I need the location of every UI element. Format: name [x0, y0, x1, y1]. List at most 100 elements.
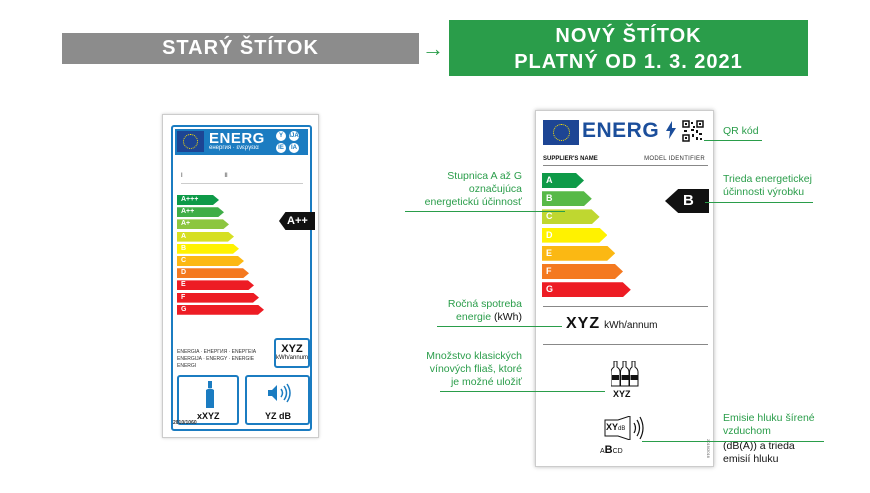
- annotation-bottles-line2: vínových fliaš, ktoré: [429, 363, 522, 375]
- annotation-noise-line3: (dB(A)) a trieda: [723, 440, 795, 452]
- supplier-name: SUPPLIER'S NAME: [543, 156, 598, 162]
- new-energ-text: ENERG: [582, 119, 660, 142]
- annotation-bottles-line3: je možné uložiť: [450, 376, 522, 388]
- annotation-qr: QR kód: [723, 125, 759, 137]
- old-noise-box: YZ dB: [245, 375, 310, 425]
- annotation-scale: Stupnica A až G označujúca energetickú ú…: [412, 170, 522, 209]
- old-multilang-text: ENERGIA · ЕНЕРГИЯ · ENEPΓEIA ENERGIJA · …: [177, 349, 256, 369]
- old-class-bar: D: [177, 268, 249, 278]
- divider: [543, 165, 708, 166]
- old-bottles-text: xXYZ: [197, 411, 220, 421]
- annotation-noise: Emisie hluku šírené vzduchom (dB(A)) a t…: [723, 412, 815, 466]
- old-bottles-box: xXYZ: [177, 375, 239, 425]
- annotation-consumption: Ročná spotreba energie (kWh): [412, 298, 522, 324]
- divider: [543, 306, 708, 307]
- new-label-header-line1: NOVÝ ŠTÍTOK: [555, 25, 702, 47]
- old-energ-subtitle: енергия · ενεργεια: [209, 145, 259, 151]
- roman-one: I: [181, 173, 183, 179]
- speaker-icon: [604, 416, 644, 440]
- new-energ-logo: ENERG: [582, 119, 676, 143]
- old-roman-numerals: I II: [181, 173, 228, 179]
- new-noise-unit: dB: [618, 426, 626, 432]
- annotation-noise-line2: vzduchom: [723, 425, 771, 437]
- new-noise-value: XY: [606, 422, 619, 432]
- arrow-right-icon: →: [422, 36, 444, 61]
- new-label-header-line2: PLATNÝ OD 1. 3. 2021: [514, 51, 743, 73]
- new-rating-arrow: B: [665, 189, 709, 213]
- new-kwh-value: XYZ: [566, 315, 601, 332]
- wine-bottle-icon: [206, 381, 214, 408]
- new-noise-class: ABCD: [600, 444, 623, 456]
- new-noise-text: XYdB: [606, 422, 625, 432]
- old-lang-badge: IE: [276, 143, 286, 153]
- annotation-class-line1: Trieda energetickej: [723, 173, 812, 185]
- old-class-bar: A+: [177, 219, 229, 229]
- old-class-bar: A+++: [177, 195, 219, 205]
- model-identifier: MODEL IDENTIFIER: [644, 156, 705, 162]
- annotation-scale-line1: Stupnica A až G: [447, 170, 522, 182]
- connector-line: [437, 326, 562, 327]
- divider: [543, 344, 708, 345]
- old-lang-badge: IJA: [289, 131, 299, 141]
- new-class-bar: F: [542, 264, 623, 279]
- connector-line: [642, 441, 824, 442]
- annotation-consumption-line2: energie: [456, 311, 492, 323]
- old-class-bar: C: [177, 256, 244, 266]
- old-energ-logo: ENERG: [209, 130, 265, 147]
- new-kwh-unit: kWh/annum: [604, 320, 658, 331]
- old-rating-arrow: A++: [279, 212, 315, 230]
- old-regulation: 2010/1060: [173, 420, 197, 426]
- old-class-bar: A++: [177, 207, 224, 217]
- old-label-frame: ENERG енергия · ενεργεια Y IJA IE IA I I…: [171, 125, 315, 431]
- new-label-header: NOVÝ ŠTÍTOK PLATNÝ OD 1. 3. 2021: [449, 20, 808, 76]
- annotation-bottles-line1: Množstvo klasických: [426, 350, 522, 362]
- connector-line: [705, 202, 813, 203]
- annotation-scale-line2: označujúca: [468, 183, 522, 195]
- new-class-bar: B: [542, 191, 592, 206]
- annotation-class: Trieda energetickej účinnosti výrobku: [723, 173, 812, 199]
- old-class-bar: B: [177, 244, 239, 254]
- eu-flag-icon: [543, 120, 579, 145]
- old-class-bar: G: [177, 305, 264, 315]
- connector-line: [440, 391, 605, 392]
- old-kwh-value: XYZ: [281, 343, 303, 355]
- old-class-bar: E: [177, 280, 254, 290]
- new-bottles-value: XYZ: [613, 389, 631, 399]
- noise-class-left: A: [600, 448, 605, 455]
- old-class-bar: F: [177, 293, 259, 303]
- new-class-bar: E: [542, 246, 615, 261]
- old-consumption-box: XYZ kWh/annum: [274, 338, 310, 368]
- annotation-scale-line3: energetickú účinnosť: [424, 196, 522, 208]
- new-noise-icon: XYdB: [604, 416, 646, 440]
- old-lang-badge: IA: [289, 143, 299, 153]
- annotation-consumption-unit: (kWh): [494, 311, 522, 323]
- new-consumption: XYZ kWh/annum: [566, 315, 657, 333]
- lightning-icon: [665, 121, 676, 139]
- noise-class-selected: B: [604, 444, 613, 456]
- speaker-icon: [268, 383, 291, 403]
- new-class-bar: G: [542, 282, 631, 297]
- annotation-noise-line4: emisií hluku: [723, 453, 779, 465]
- old-lang-badge: Y: [276, 131, 286, 141]
- new-regulation: 2019/2016: [706, 439, 711, 458]
- old-label-header: STARÝ ŠTÍTOK: [62, 33, 419, 64]
- annotation-noise-line1: Emisie hluku šírené: [723, 412, 815, 424]
- connector-line: [704, 140, 762, 141]
- wine-bottles-icon: [611, 361, 639, 387]
- old-energy-label: ENERG енергия · ενεργεια Y IJA IE IA I I…: [162, 114, 319, 438]
- old-noise-text: YZ dB: [265, 411, 291, 421]
- new-class-bar: A: [542, 173, 584, 188]
- eu-flag-icon: [177, 131, 204, 152]
- qr-code-icon: [682, 120, 704, 142]
- old-kwh-unit: kWh/annum: [276, 355, 309, 361]
- annotation-consumption-line1: Ročná spotreba: [447, 298, 522, 310]
- roman-two: II: [224, 173, 228, 179]
- old-label-top-band: ENERG енергия · ενεργεια Y IJA IE IA: [175, 129, 308, 155]
- new-energy-label: ENERG SUPPLIER'S NAME MODEL IDENTIFIER A…: [535, 110, 714, 467]
- annotation-bottles: Množstvo klasických vínových fliaš, ktor…: [400, 350, 522, 389]
- new-class-bar: D: [542, 228, 607, 243]
- noise-class-right: CD: [612, 448, 623, 455]
- old-class-bar: A: [177, 232, 234, 242]
- old-divider: [181, 183, 303, 184]
- new-class-bar: C: [542, 209, 600, 224]
